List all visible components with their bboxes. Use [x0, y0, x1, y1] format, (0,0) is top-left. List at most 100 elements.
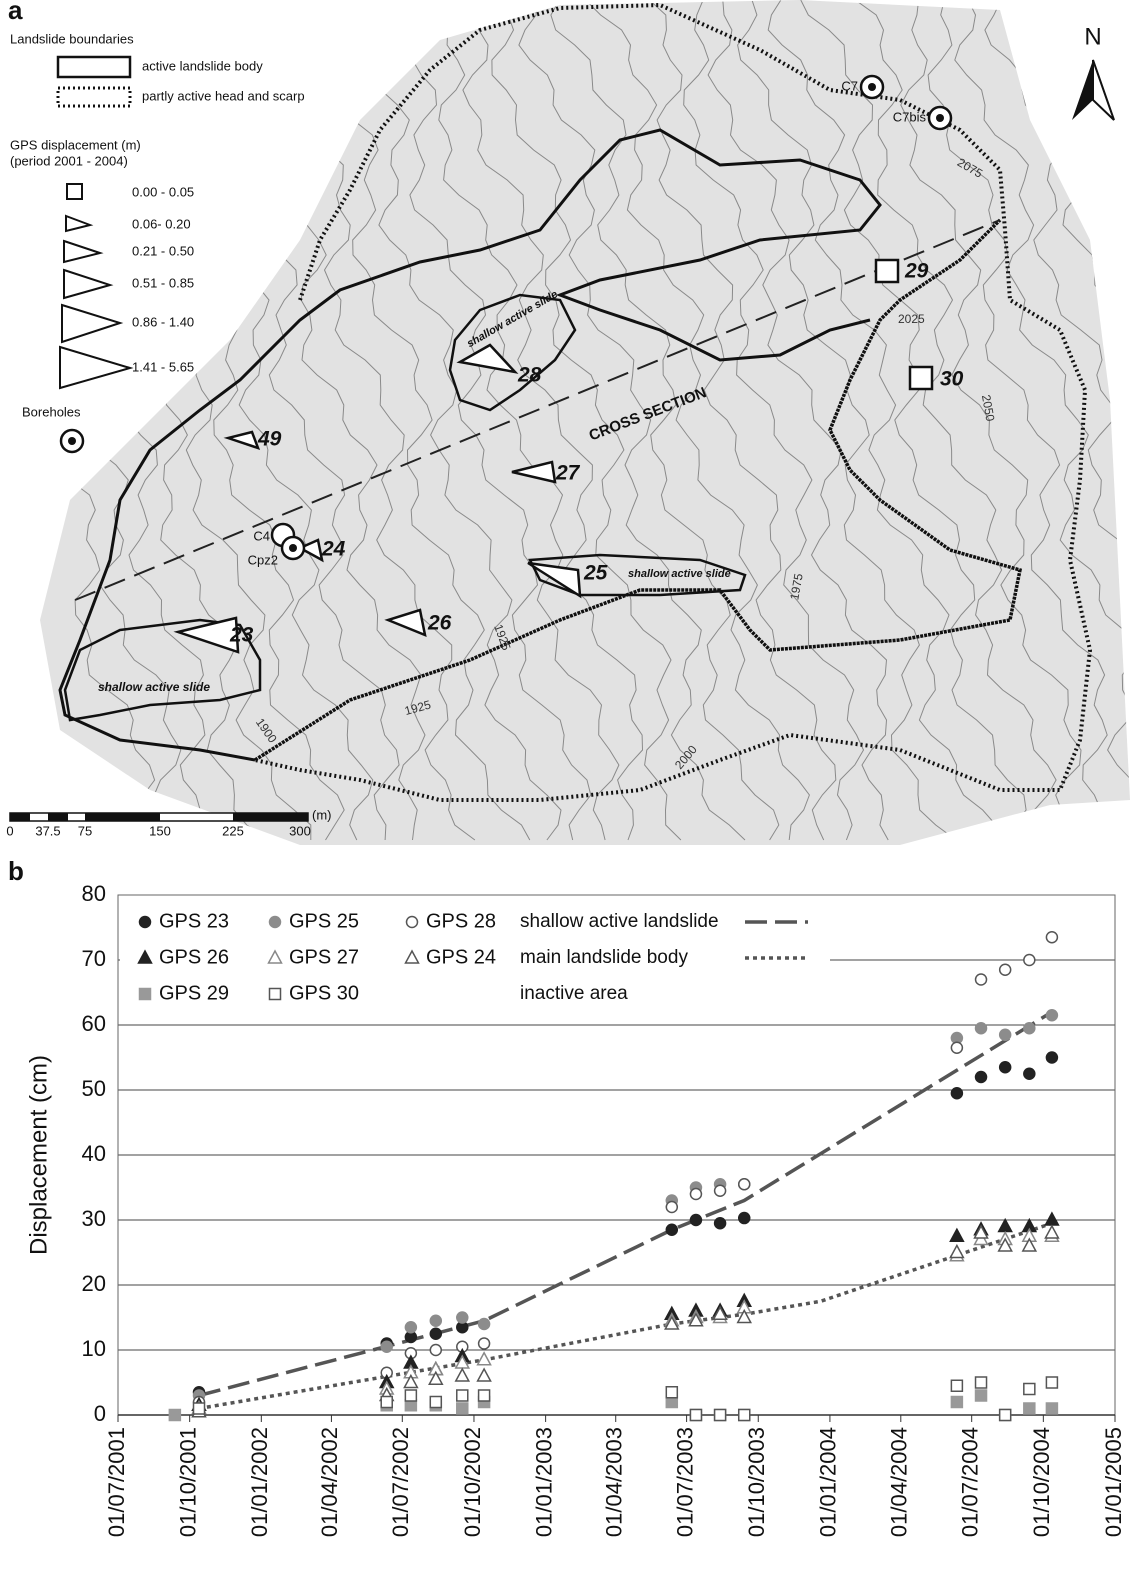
data-point	[1023, 1022, 1036, 1035]
legend-label: active landslide body	[142, 58, 263, 73]
data-point	[1021, 1237, 1038, 1252]
legend-label: GPS 26	[159, 946, 229, 968]
data-point	[1045, 1376, 1059, 1389]
borehole	[868, 83, 876, 91]
contour-line	[302, 0, 531, 841]
legend-label: 0.21 - 0.50	[132, 243, 194, 258]
data-point	[997, 1237, 1013, 1252]
data-point	[476, 1367, 492, 1382]
x-tick-label: 01/04/2004	[887, 1427, 912, 1537]
data-point	[950, 1041, 964, 1054]
station-label: 24	[321, 538, 346, 561]
gps-symbol	[173, 616, 240, 654]
gps-symbol	[456, 343, 519, 374]
data-point	[404, 1321, 418, 1334]
x-tick-label: 01/10/2003	[744, 1427, 769, 1537]
data-point	[404, 1389, 418, 1402]
data-point	[997, 1217, 1013, 1233]
contour-label: 1975	[787, 572, 805, 601]
data-point	[456, 1402, 469, 1415]
x-tick-label: 01/01/2004	[816, 1427, 841, 1537]
scale-label: 75	[78, 823, 92, 838]
x-tick-label: 01/07/2003	[672, 1427, 697, 1537]
x-tick-label: 01/07/2004	[957, 1427, 982, 1537]
borehole-label: Cpz2	[248, 552, 278, 567]
borehole	[936, 114, 944, 122]
x-tick-label: 01/07/2001	[104, 1427, 129, 1537]
station-label: 28	[517, 364, 542, 387]
data-point	[1023, 1402, 1036, 1415]
data-point	[712, 1305, 728, 1320]
legend-label: inactive area	[520, 983, 628, 1004]
data-point	[1044, 1211, 1060, 1226]
contour-line	[855, 0, 1057, 841]
gps-symbol	[908, 365, 934, 391]
legend-symbol	[59, 345, 134, 390]
scale-bar-segment	[10, 813, 30, 821]
x-tick-label: 01/04/2003	[602, 1427, 627, 1537]
scale-label: 225	[222, 823, 244, 838]
scale-label: 150	[149, 823, 171, 838]
y-tick-label: 70	[82, 946, 106, 971]
data-point	[1045, 1051, 1059, 1064]
x-tick-label: 01/10/2001	[175, 1427, 200, 1537]
data-point	[689, 1187, 703, 1201]
data-point	[949, 1227, 965, 1242]
station-label: 30	[940, 368, 964, 391]
scale-bar-segment	[233, 813, 308, 821]
x-tick-label: 01/10/2002	[460, 1427, 485, 1537]
data-point	[168, 1408, 182, 1422]
data-point	[737, 1408, 751, 1422]
data-point	[974, 1070, 988, 1084]
scale-unit: (m)	[312, 807, 332, 822]
data-point	[403, 1373, 419, 1389]
data-point	[477, 1317, 491, 1331]
north-arrow-half	[1072, 60, 1093, 120]
borehole-symbols	[270, 74, 953, 561]
legend-symbol	[56, 55, 132, 79]
legend-label: main landslide body	[520, 947, 688, 968]
legend-label: GPS 25	[289, 910, 359, 932]
contour-line	[683, 0, 865, 841]
legend-label: GPS 24	[426, 946, 496, 968]
data-point	[998, 1061, 1012, 1074]
contour-label: 2050	[979, 394, 997, 423]
contour-label: 1925	[403, 697, 433, 718]
y-tick-label: 10	[82, 1336, 106, 1361]
data-point	[429, 1314, 443, 1327]
data-point	[192, 1402, 206, 1415]
contour-line	[649, 0, 837, 841]
gps-symbol	[223, 430, 261, 451]
y-tick-label: 60	[82, 1011, 106, 1036]
legend-symbol	[56, 86, 132, 108]
data-point	[950, 1395, 964, 1409]
data-point	[974, 973, 988, 986]
data-point	[665, 1200, 679, 1214]
data-point	[1023, 1067, 1036, 1080]
data-point	[973, 1224, 989, 1239]
contour-line	[438, 0, 620, 841]
data-point	[949, 1243, 965, 1259]
borehole-label: C4	[253, 528, 270, 543]
borehole-label: C7bis	[893, 109, 927, 124]
scale-bar-segment	[85, 813, 160, 821]
gps-symbol	[511, 460, 557, 484]
data-point	[476, 1351, 492, 1366]
data-point	[1044, 1224, 1060, 1239]
contour-line	[373, 0, 592, 841]
legend-title: GPS displacement (m)	[10, 137, 141, 152]
data-point	[998, 963, 1012, 976]
chart: 0 10 20 30 40 50 60 70 80 01/07/2001 01/10/2001 01/…	[82, 881, 1126, 1537]
y-tick-label: 50	[82, 1076, 106, 1101]
legend-label: 0.86 - 1.40	[132, 314, 194, 329]
contour-line	[800, 0, 1027, 841]
data-point	[665, 1223, 679, 1236]
station-label: 25	[583, 562, 608, 585]
legend-marker	[267, 949, 283, 964]
legend-marker	[138, 915, 152, 929]
data-point	[1045, 1009, 1059, 1022]
panel-label: a	[8, 0, 23, 25]
y-tick-label: 0	[94, 1401, 106, 1426]
data-point	[688, 1312, 704, 1327]
y-tick-label: 20	[82, 1271, 106, 1296]
